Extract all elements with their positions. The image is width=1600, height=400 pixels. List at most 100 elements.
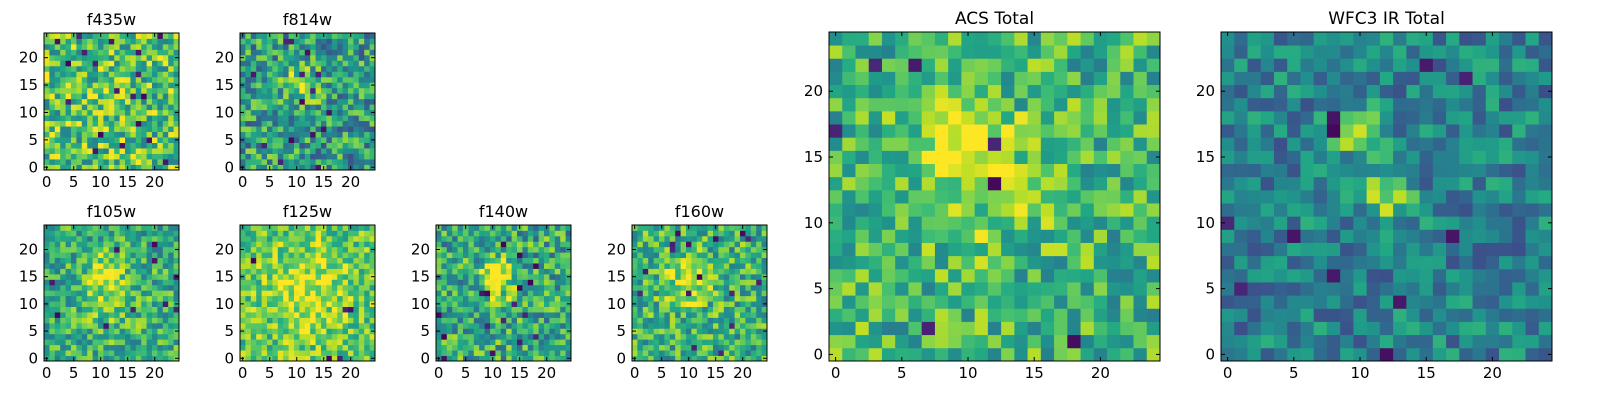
heatmap-cell — [1067, 216, 1081, 230]
heatmap-cell — [321, 76, 327, 83]
heatmap-cell — [1300, 189, 1315, 204]
heatmap-cell — [842, 150, 856, 164]
heatmap-cell — [245, 312, 252, 318]
heatmap-cell — [1273, 203, 1288, 217]
heatmap-cell — [473, 306, 480, 313]
heatmap-cell — [294, 312, 300, 318]
heatmap-cell — [162, 246, 169, 253]
heatmap-cell — [103, 312, 110, 318]
heatmap-cell — [452, 355, 458, 362]
heatmap-cell — [855, 347, 870, 362]
heatmap-cell — [283, 301, 289, 307]
heatmap-cell — [81, 339, 88, 346]
heatmap-cell — [141, 65, 147, 72]
heatmap-cell — [484, 263, 491, 269]
heatmap-cell — [304, 148, 311, 154]
heatmap-cell — [506, 328, 512, 335]
heatmap-cell — [987, 308, 1002, 322]
heatmap-cell — [283, 246, 289, 253]
heatmap-cell — [130, 87, 137, 94]
heatmap-cell — [168, 339, 174, 346]
heatmap-cell — [1067, 58, 1081, 72]
heatmap-cell — [554, 263, 561, 269]
heatmap-cell — [702, 312, 708, 318]
heatmap-cell — [315, 241, 322, 248]
heatmap-cell — [1040, 255, 1055, 270]
heatmap-cell — [1512, 321, 1526, 336]
heatmap-cell — [696, 263, 703, 269]
heatmap-cell — [60, 38, 66, 45]
heatmap-cell — [321, 290, 327, 297]
heatmap-cell — [723, 322, 730, 329]
heatmap-cell — [1326, 268, 1341, 283]
heatmap-cell — [310, 126, 316, 133]
heatmap-cell — [157, 148, 164, 154]
heatmap-cell — [348, 137, 354, 143]
heatmap-cell — [76, 60, 83, 67]
heatmap-cell — [87, 295, 93, 302]
heatmap-cell — [868, 203, 883, 217]
heatmap-cell — [98, 153, 104, 160]
heatmap-cell — [1326, 229, 1341, 243]
heatmap-cell — [369, 115, 376, 122]
heatmap-cell — [256, 49, 262, 56]
heatmap-cell — [157, 279, 164, 286]
heatmap-cell — [934, 163, 949, 178]
heatmap-cell — [680, 317, 687, 324]
heatmap-cell — [162, 273, 169, 280]
heatmap-cell — [294, 344, 300, 351]
heatmap-cell — [1146, 347, 1161, 362]
heatmap-cell — [1093, 229, 1108, 243]
heatmap-cell — [245, 104, 252, 111]
heatmap-cell — [1379, 255, 1394, 270]
heatmap-cell — [87, 290, 93, 297]
heatmap-cell — [261, 246, 268, 253]
heatmap-cell — [1146, 84, 1161, 99]
heatmap-cell — [560, 322, 566, 329]
heatmap-cell — [490, 279, 496, 286]
heatmap-cell — [364, 142, 370, 149]
heatmap-cell — [740, 235, 746, 242]
heatmap-cell — [87, 65, 93, 72]
heatmap-cell — [49, 159, 56, 165]
heatmap-cell — [315, 98, 322, 105]
heatmap-cell — [1133, 282, 1148, 296]
heatmap-cell — [1093, 124, 1108, 138]
heatmap-cell — [842, 268, 856, 283]
heatmap-cell — [162, 235, 169, 242]
heatmap-cell — [157, 71, 164, 78]
heatmap-cell — [713, 279, 719, 286]
heatmap-cell — [934, 45, 949, 59]
heatmap-cell — [114, 246, 120, 253]
heatmap-cell — [637, 295, 644, 302]
heatmap-cell — [881, 334, 896, 349]
heatmap-cell — [1080, 268, 1095, 283]
heatmap-cell — [659, 317, 665, 324]
heatmap-cell — [125, 60, 131, 67]
heatmap-cell — [321, 159, 327, 165]
heatmap-cell — [855, 295, 870, 309]
heatmap-cell — [119, 93, 126, 100]
heatmap-cell — [934, 32, 949, 46]
heatmap-cell — [1366, 189, 1381, 204]
heatmap-cell — [304, 60, 311, 67]
heatmap-cell — [734, 230, 741, 237]
heatmap-cell — [527, 273, 534, 280]
heatmap-cell — [157, 312, 164, 318]
heatmap-cell — [921, 282, 936, 296]
heatmap-cell — [310, 268, 316, 275]
heatmap-cell — [141, 164, 147, 171]
heatmap-cell — [1221, 242, 1235, 257]
heatmap-cell — [948, 84, 962, 99]
heatmap-cell — [288, 241, 295, 248]
heatmap-cell — [446, 284, 453, 291]
heatmap-cell — [560, 339, 566, 346]
heatmap-cell — [974, 97, 989, 112]
heatmap-cell — [664, 225, 671, 231]
heatmap-cell — [245, 290, 252, 297]
heatmap-cell — [729, 241, 735, 248]
heatmap-cell — [479, 312, 485, 318]
heatmap-cell — [1067, 150, 1081, 164]
heatmap-cell — [135, 98, 142, 105]
heatmap-cell — [304, 126, 311, 133]
